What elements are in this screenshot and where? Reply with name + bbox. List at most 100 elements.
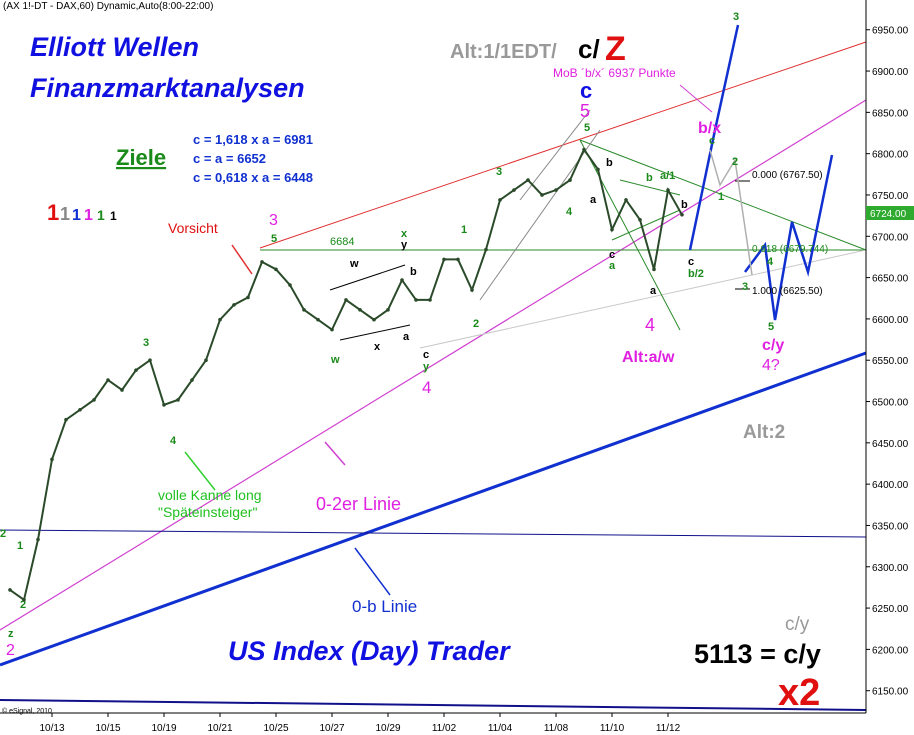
y-tick-label: 6650.00	[872, 274, 909, 285]
price-point	[162, 403, 166, 407]
price-point	[204, 358, 208, 363]
last-price: 6724.00	[870, 209, 907, 220]
fib-label: 0.000 (6767.50)	[752, 170, 823, 181]
x-tick-label: 10/13	[39, 723, 64, 734]
price-point	[526, 178, 530, 182]
wave-label: 2	[473, 318, 479, 330]
price-point	[316, 317, 320, 322]
annotation: 5	[580, 101, 590, 121]
price-point	[540, 193, 544, 197]
y-tick-label: 6600.00	[872, 315, 909, 326]
annotation: b/x	[698, 120, 721, 137]
price-point	[624, 198, 628, 202]
wave-label: b/2	[688, 268, 704, 280]
price-point	[134, 368, 138, 372]
y-tick-label: 6800.00	[872, 150, 909, 161]
y-tick-label: 6250.00	[872, 604, 909, 615]
price-point	[344, 298, 348, 302]
wave-label: 2	[0, 528, 6, 540]
trend-line	[579, 139, 681, 331]
annotation: MoB ´b/x´ 6937 Punkte	[553, 66, 676, 80]
price-point	[610, 227, 614, 232]
annotation: 1	[72, 207, 81, 224]
annotation: 3	[269, 212, 278, 229]
heading: Elliott Wellen	[30, 32, 199, 62]
price-point	[428, 298, 432, 302]
annotation: 5113 = c/y	[694, 639, 821, 669]
annotation: c = 0,618 x a = 6448	[193, 170, 313, 185]
annotation: c/y	[785, 614, 810, 635]
wave-label: w	[330, 354, 340, 366]
wave-label: 2	[6, 642, 15, 659]
price-point	[372, 317, 376, 322]
price-point	[568, 178, 572, 182]
annotation: c/y	[762, 337, 784, 354]
wave-label: 4	[422, 378, 431, 397]
projection	[709, 149, 753, 276]
wave-label: a	[609, 260, 616, 272]
price-point	[120, 388, 124, 392]
y-tick-label: 6750.00	[872, 191, 909, 202]
trend-line	[419, 249, 867, 349]
annotation: c = a = 6652	[193, 151, 266, 166]
annotation: Vorsicht	[168, 220, 218, 236]
x-tick-label: 10/15	[95, 723, 120, 734]
wave-label: 4	[566, 206, 573, 218]
arrow	[324, 441, 346, 466]
x-tick-label: 10/21	[207, 723, 232, 734]
annotation: 0-2er Linie	[316, 494, 401, 514]
x-tick-label: 10/27	[319, 723, 344, 734]
trend-line	[579, 139, 867, 251]
price-point	[260, 260, 264, 264]
wave-label: x	[401, 228, 408, 240]
price-point	[106, 378, 110, 382]
price-point	[190, 378, 194, 382]
price-point	[666, 188, 670, 192]
annotation: Z	[605, 30, 626, 68]
y-tick-label: 6300.00	[872, 563, 909, 574]
fib-label: 0.618 (6679.744)	[752, 244, 828, 255]
x-tick-label: 11/08	[544, 723, 569, 734]
wave-label: b	[606, 157, 613, 169]
price-point	[246, 295, 250, 300]
trend-line	[0, 351, 867, 667]
wave-label: 1	[461, 224, 467, 236]
x-tick-label: 11/02	[432, 723, 457, 734]
chart-title: (AX 1!-DT - DAX,60) Dynamic,Auto(8:00-22…	[3, 1, 213, 12]
arrow	[354, 547, 391, 596]
price-point	[554, 188, 558, 192]
wave-label: 3	[496, 166, 502, 178]
copyright: © eSignal, 2010	[2, 707, 52, 715]
y-tick-label: 6450.00	[872, 439, 909, 450]
y-tick-label: 6900.00	[872, 67, 909, 78]
price-point	[274, 267, 278, 272]
price-point	[414, 298, 418, 302]
wave-label: a	[650, 285, 657, 297]
x-tick-label: 10/29	[375, 723, 400, 734]
annotation: 1	[110, 209, 117, 223]
wave-label: w	[349, 258, 359, 270]
last-price-box	[866, 206, 914, 220]
wave-label: 4	[170, 435, 177, 447]
price-point	[78, 407, 82, 412]
wave-label: a/1	[660, 170, 675, 182]
annotation: Ziele	[116, 145, 166, 170]
price-point	[288, 283, 292, 287]
price-point	[582, 147, 586, 152]
y-tick-label: 6950.00	[872, 26, 909, 37]
annotation: 1	[84, 207, 93, 224]
y-tick-label: 6150.00	[872, 687, 909, 698]
wave-label: 3	[143, 337, 149, 349]
annotation: c = 1,618 x a = 6981	[193, 132, 313, 147]
price-point	[456, 257, 460, 262]
wave-label: 1	[17, 540, 23, 552]
price-point	[8, 588, 12, 592]
annotation: US Index (Day) Trader	[228, 636, 511, 666]
price-point	[470, 288, 474, 292]
trend-line	[0, 699, 867, 711]
annotation: x2	[778, 672, 820, 714]
annotation: 1	[47, 200, 59, 225]
annotation: Alt:1/1EDT/	[450, 41, 557, 63]
x-tick-label: 11/04	[488, 723, 513, 734]
